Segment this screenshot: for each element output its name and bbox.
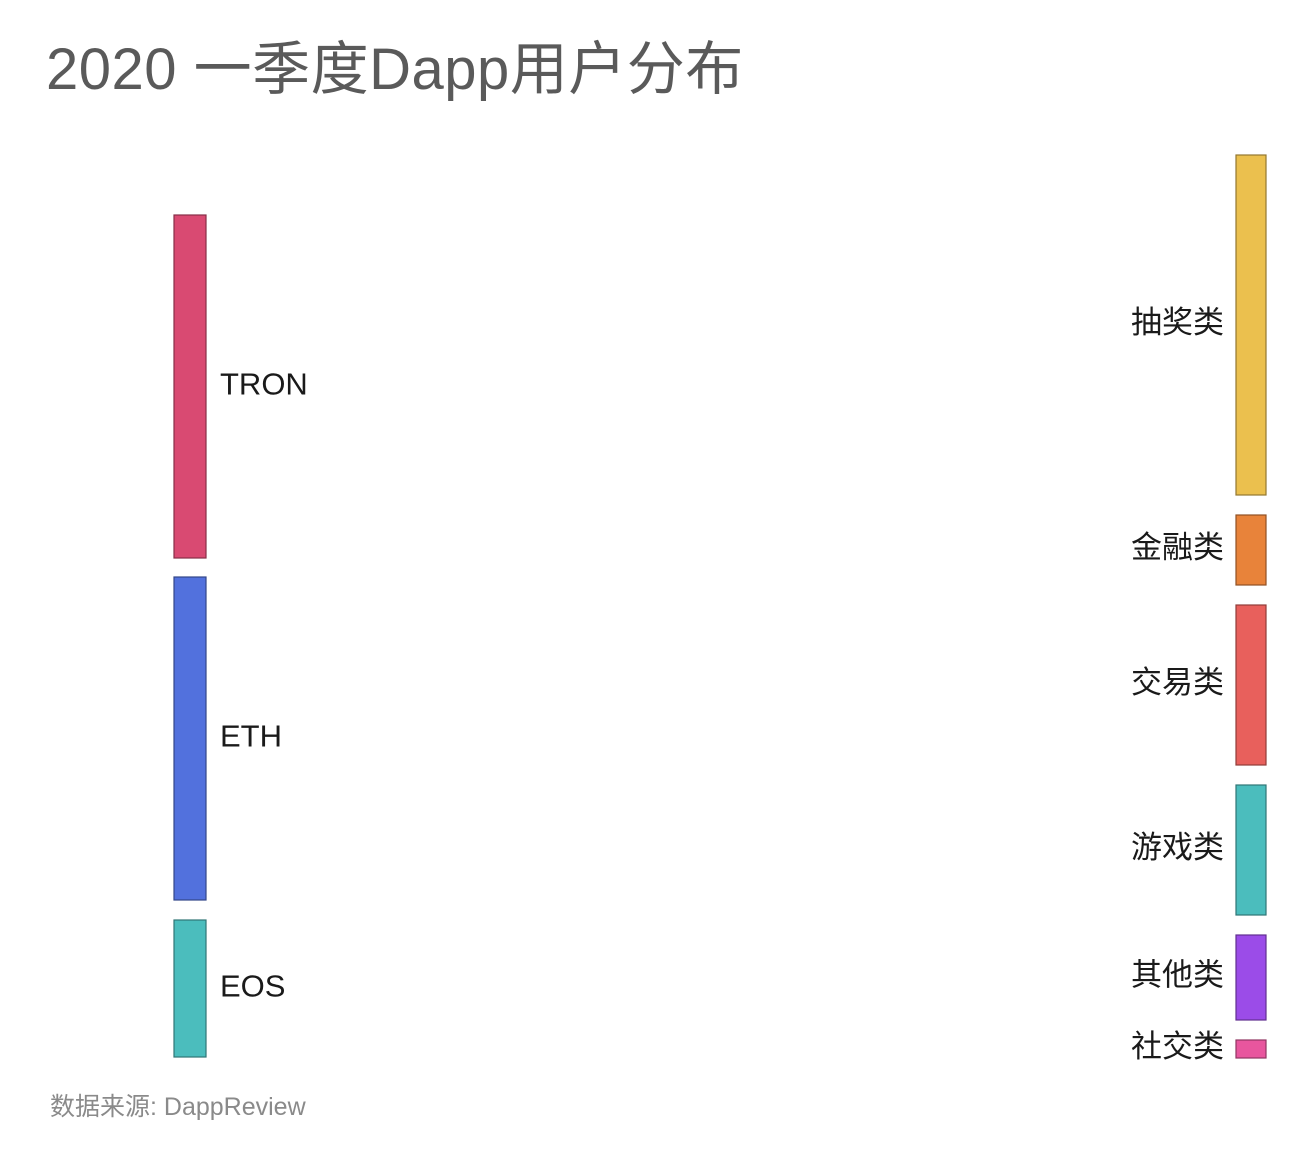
sankey-link-eth-to-jinrong[interactable] — [206, 545, 1236, 654]
sankey-link-tron-to-jiaoyi[interactable] — [206, 491, 1236, 633]
sankey-link-tron-to-qita[interactable] — [206, 541, 1236, 948]
sankey-node-label-shejiao: 社交类 — [1131, 1029, 1224, 1064]
sankey-node-label-EOS: EOS — [220, 969, 285, 1004]
sankey-node-choujiang[interactable] — [1235, 154, 1267, 496]
sankey-node-label-choujiang: 抽奖类 — [1131, 305, 1224, 340]
sankey-node-label-youxi: 游戏类 — [1131, 830, 1224, 865]
sankey-link-eos-to-youxi[interactable] — [206, 877, 1236, 964]
sankey-node-label-jiaoyi: 交易类 — [1131, 665, 1224, 700]
sankey-links-layer — [206, 155, 1236, 1058]
sankey-node-EOS[interactable] — [173, 919, 207, 1058]
sankey-link-tron-to-jinrong[interactable] — [206, 463, 1236, 545]
sankey-link-eos-to-qita[interactable] — [206, 964, 1236, 1020]
sankey-link-tron-to-shejiao[interactable] — [206, 553, 1236, 1045]
sankey-node-ETH[interactable] — [173, 576, 207, 901]
sankey-link-tron-to-choujiang[interactable] — [206, 155, 1236, 463]
sankey-node-qita[interactable] — [1235, 934, 1267, 1021]
sankey-node-jinrong[interactable] — [1235, 514, 1267, 586]
sankey-node-jiaoyi[interactable] — [1235, 604, 1267, 766]
sankey-node-label-TRON: TRON — [220, 367, 308, 402]
sankey-node-shejiao[interactable] — [1235, 1039, 1267, 1059]
sankey-link-eos-to-jiaoyi[interactable] — [206, 762, 1236, 1057]
sankey-link-eth-to-qita[interactable] — [206, 855, 1236, 985]
sankey-node-youxi[interactable] — [1235, 784, 1267, 916]
sankey-link-eth-to-shejiao[interactable] — [206, 893, 1236, 1052]
page-title: 2020 一季度Dapp用户分布 — [46, 37, 744, 102]
sankey-nodes-layer — [173, 154, 1267, 1059]
sankey-node-label-ETH: ETH — [220, 719, 282, 754]
sankey-link-eth-to-jiaoyi[interactable] — [206, 633, 1236, 788]
sankey-node-TRON[interactable] — [173, 214, 207, 559]
sankey-link-eos-to-shejiao[interactable] — [206, 1046, 1236, 1058]
sankey-link-eth-to-youxi[interactable] — [206, 788, 1236, 877]
sankey-node-label-qita: 其他类 — [1131, 958, 1224, 993]
sankey-link-eth-to-choujiang[interactable] — [206, 425, 1236, 613]
sankey-link-tron-to-youxi[interactable] — [206, 517, 1236, 812]
data-source-note: 数据来源: DappReview — [50, 1093, 306, 1121]
sankey-node-label-jinrong: 金融类 — [1131, 530, 1224, 565]
sankey-link-eos-to-choujiang[interactable] — [206, 460, 1236, 1046]
